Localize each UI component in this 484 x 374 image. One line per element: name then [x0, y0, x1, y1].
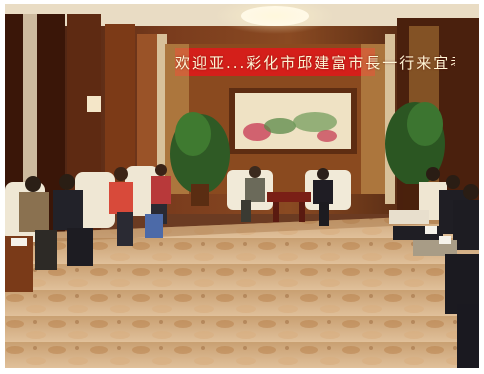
- meeting-room-scene: [5, 4, 479, 368]
- welcome-banner-text: 欢迎亚...彩化市邱建富市長一行来宜考察: [175, 54, 455, 72]
- reception-photo: 欢迎亚...彩化市邱建富市長一行来宜考察: [5, 4, 479, 368]
